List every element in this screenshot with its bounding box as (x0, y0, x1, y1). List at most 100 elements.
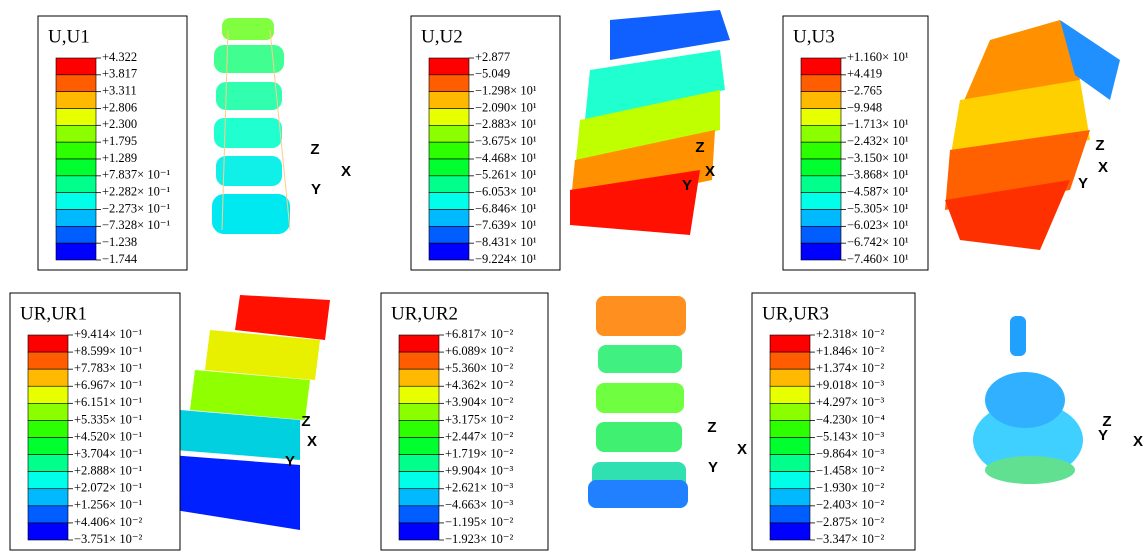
color-band (28, 352, 68, 369)
legend-label: −2.273× 10⁻¹ (102, 201, 170, 215)
legend-label: −7.639× 10¹ (475, 218, 537, 232)
legend-label: +3.904× 10⁻² (445, 395, 513, 409)
color-band (429, 58, 469, 75)
color-band (770, 403, 810, 420)
legend-label: −3.347× 10⁻² (816, 532, 884, 546)
legend-label: +1.160× 10¹ (847, 50, 909, 64)
legend-label: −1.298× 10¹ (475, 84, 537, 98)
legend-label: +5.335× 10⁻¹ (74, 412, 142, 426)
color-band (28, 335, 68, 352)
legend-label: −3.868× 10¹ (847, 168, 909, 182)
color-band (28, 489, 68, 506)
legend-label: +2.806 (102, 100, 137, 114)
axis-triad: ZXY (707, 419, 747, 476)
legend-label: −1.744 (102, 252, 138, 266)
legend-label: +3.817 (102, 67, 137, 81)
legend-label: −4.663× 10⁻³ (445, 498, 513, 512)
color-band (770, 489, 810, 506)
legend-panel: UR,UR3+2.318× 10⁻²+1.846× 10⁻²+1.374× 10… (752, 293, 915, 550)
legend-title: U,U1 (48, 26, 90, 47)
color-band (28, 369, 68, 386)
color-band (28, 523, 68, 540)
legend-panel: U,U2+2.877−5.049−1.298× 10¹−2.090× 10¹−2… (411, 16, 560, 270)
color-band (399, 455, 439, 472)
color-band (429, 159, 469, 176)
legend-label: +3.704× 10⁻¹ (74, 446, 142, 460)
color-band (28, 472, 68, 489)
color-band (56, 125, 96, 142)
legend-panel: UR,UR2+6.817× 10⁻²+6.089× 10⁻²+5.360× 10… (381, 293, 548, 550)
color-band (399, 420, 439, 437)
legend-title: U,U3 (793, 26, 835, 47)
color-band (28, 403, 68, 420)
legend-label: −6.053× 10¹ (475, 185, 537, 199)
color-band (770, 352, 810, 369)
legend-label: +3.311 (102, 84, 137, 98)
axis-label: Y (1078, 175, 1088, 192)
axis-label: Y (1098, 427, 1108, 444)
axis-label: Y (285, 453, 295, 470)
color-band (429, 226, 469, 243)
legend-label: −4.587× 10¹ (847, 185, 909, 199)
axis-label: Y (708, 459, 718, 476)
color-band (399, 335, 439, 352)
color-band (56, 193, 96, 210)
color-band (801, 176, 841, 193)
color-band (56, 75, 96, 92)
legend-label: +6.151× 10⁻¹ (74, 395, 142, 409)
color-band (56, 142, 96, 159)
color-band (429, 243, 469, 260)
legend-label: −6.023× 10¹ (847, 218, 909, 232)
legend-title: UR,UR3 (762, 303, 829, 324)
legend-label: +2.888× 10⁻¹ (74, 464, 142, 478)
color-band (56, 58, 96, 75)
axis-label: Z (695, 139, 704, 156)
color-band (801, 243, 841, 260)
color-band (429, 125, 469, 142)
legend-label: −3.675× 10¹ (475, 134, 537, 148)
color-band (429, 193, 469, 210)
legend-label: −9.224× 10¹ (475, 252, 537, 266)
legend-label: +7.783× 10⁻¹ (74, 361, 142, 375)
legend-label: +4.520× 10⁻¹ (74, 429, 142, 443)
model-ur2 (588, 296, 688, 508)
color-band (399, 369, 439, 386)
legend-label: −5.049 (475, 67, 510, 81)
color-band (770, 369, 810, 386)
legend-panel: U,U1+4.322+3.817+3.311+2.806+2.300+1.795… (38, 16, 187, 270)
legend-label: −2.765 (847, 84, 882, 98)
legend-label: −5.261× 10¹ (475, 168, 537, 182)
legend-label: +2.447× 10⁻² (445, 429, 513, 443)
axis-label: X (737, 441, 747, 458)
legend-label: −1.923× 10⁻² (445, 532, 513, 546)
axis-label: X (1098, 159, 1108, 176)
legend-label: −5.143× 10⁻³ (816, 429, 884, 443)
model-u1 (212, 18, 290, 234)
legend-label: +7.837× 10⁻¹ (102, 168, 170, 182)
legend-label: +2.282× 10⁻¹ (102, 185, 170, 199)
legend-label: +6.967× 10⁻¹ (74, 378, 142, 392)
legend-title: U,U2 (421, 26, 463, 47)
axis-label: X (705, 163, 715, 180)
axis-label: X (1133, 433, 1143, 450)
legend-label: −9.864× 10⁻³ (816, 446, 884, 460)
color-band (399, 523, 439, 540)
legend-label: −4.468× 10¹ (475, 151, 537, 165)
legend-label: +3.175× 10⁻² (445, 412, 513, 426)
color-band (801, 210, 841, 227)
legend-label: +4.406× 10⁻² (74, 515, 142, 529)
color-band (56, 226, 96, 243)
color-band (56, 176, 96, 193)
legend-label: −6.742× 10¹ (847, 235, 909, 249)
legend-label: −2.090× 10¹ (475, 100, 537, 114)
color-band (801, 193, 841, 210)
legend-label: +4.322 (102, 50, 137, 64)
legend-label: +4.362× 10⁻² (445, 378, 513, 392)
color-band (28, 386, 68, 403)
legend-label: +9.414× 10⁻¹ (74, 327, 142, 341)
legend-label: −6.846× 10¹ (475, 201, 537, 215)
figure: U,U1+4.322+3.817+3.311+2.806+2.300+1.795… (0, 0, 1146, 552)
color-band (56, 159, 96, 176)
legend-label: +2.300 (102, 117, 137, 131)
axis-label: X (341, 163, 351, 180)
